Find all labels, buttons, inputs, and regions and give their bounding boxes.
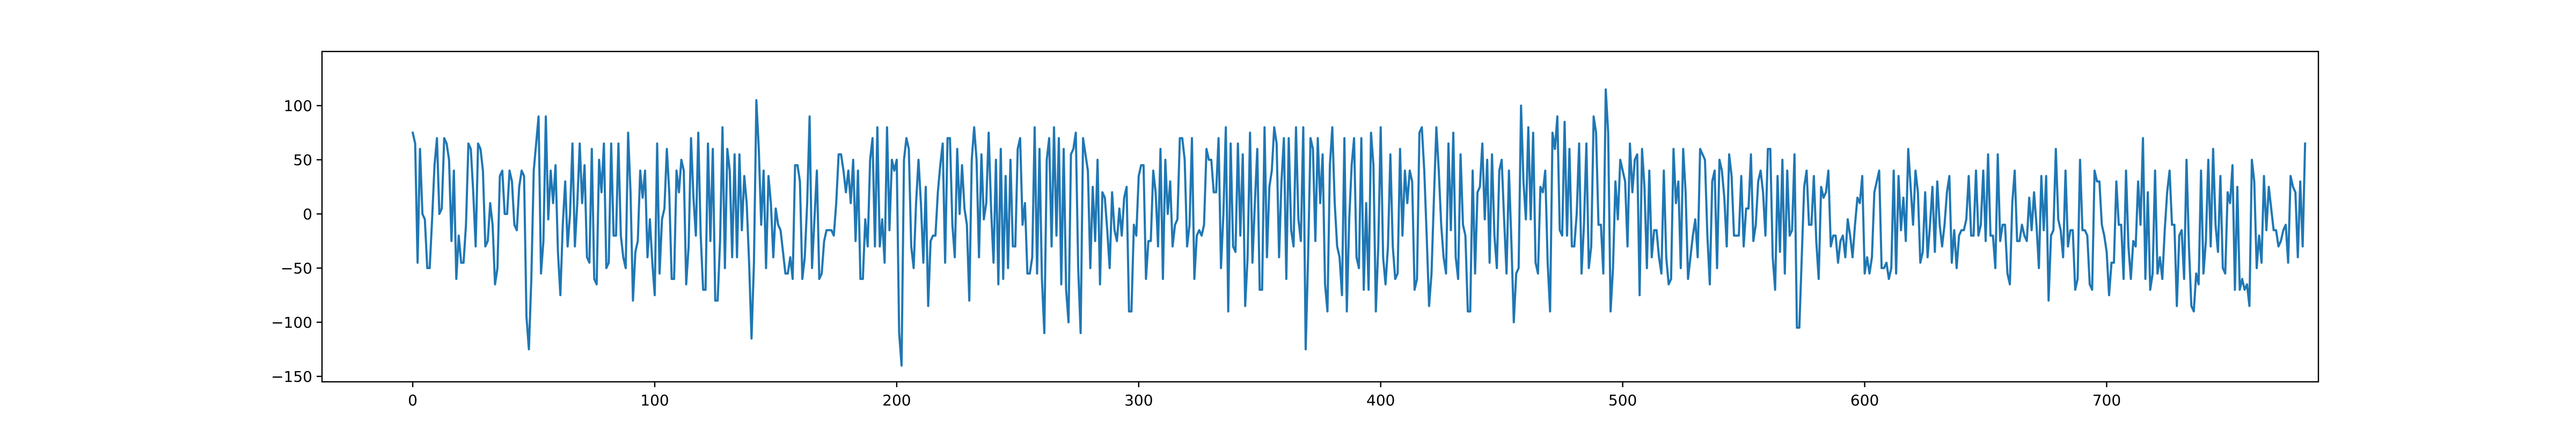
x-axis: 0 100 200 300 400 500 600 700: [408, 382, 2121, 409]
axes-frame: [321, 50, 2319, 383]
series-line-0: [411, 88, 2307, 367]
x-tick-label: 200: [882, 391, 911, 409]
x-tick-label: 400: [1366, 391, 1395, 409]
x-tick-label: 600: [1850, 391, 1879, 409]
x-tick-label: 700: [2092, 391, 2121, 409]
x-tick-label: 300: [1124, 391, 1153, 409]
x-tick-label: 0: [408, 391, 418, 409]
y-tick-label: 0: [303, 205, 312, 223]
y-tick-label: −50: [281, 260, 312, 277]
y-tick-label: −150: [271, 368, 312, 386]
plot-area: [411, 88, 2307, 367]
x-tick-label: 500: [1608, 391, 1637, 409]
y-tick-label: 100: [284, 97, 312, 115]
x-tick-label: 100: [640, 391, 669, 409]
y-tick-label: −100: [271, 314, 312, 331]
y-tick-label: 50: [293, 151, 312, 169]
y-axis: −150 −100 −50 0 50 100: [271, 97, 322, 386]
